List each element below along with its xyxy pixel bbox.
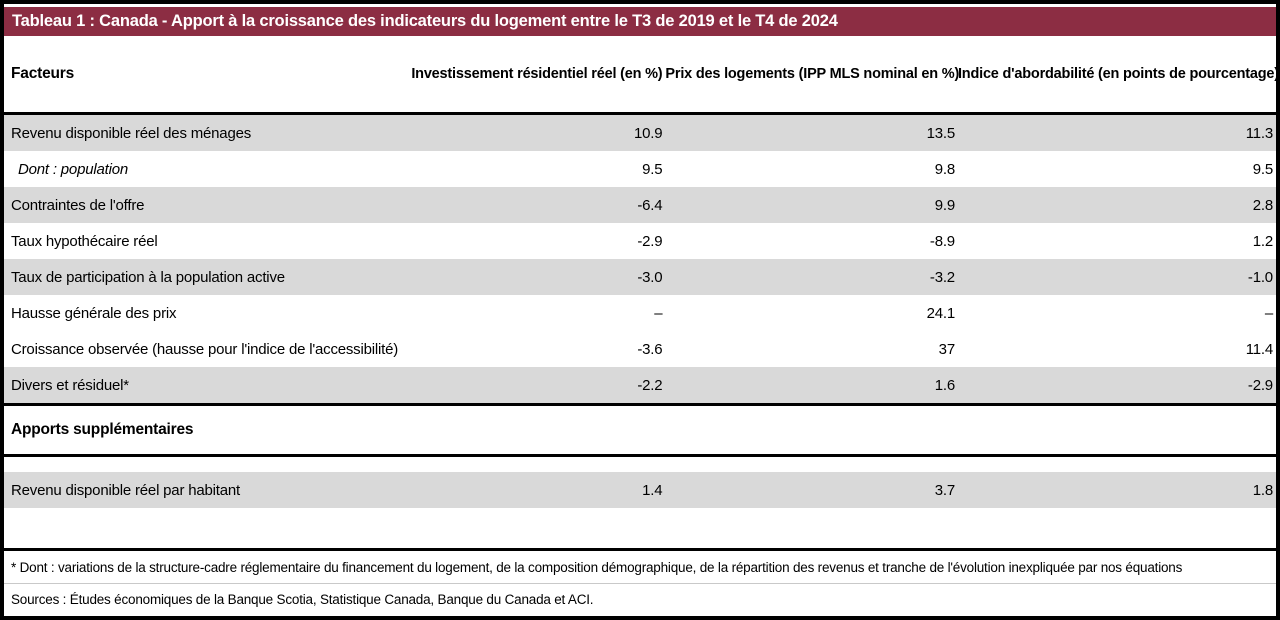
table-row: Revenu disponible réel par habitant 1.4 … — [4, 472, 1276, 508]
cell-value: -6.4 — [637, 196, 663, 214]
supplementary-table-body: Revenu disponible réel par habitant 1.4 … — [4, 472, 1276, 508]
cell-value: 37 — [938, 340, 955, 358]
cell-value: -3.2 — [929, 268, 955, 286]
table-row: Hausse générale des prix – 24.1 – — [4, 295, 1276, 331]
cell-value: 13.5 — [926, 124, 956, 142]
table-row: Dont : population 9.5 9.8 9.5 — [4, 151, 1276, 187]
column-header-facteurs: Facteurs — [11, 65, 75, 82]
cell-value: – — [654, 304, 663, 322]
cell-value: 9.5 — [1252, 160, 1273, 178]
cell-value: 1.2 — [1252, 232, 1273, 250]
table-row: Taux de participation à la population ac… — [4, 259, 1276, 295]
cell-value: -1.0 — [1247, 268, 1273, 286]
row-label: Croissance observée (hausse pour l'indic… — [11, 340, 399, 358]
table-row: Divers et résiduel* -2.2 1.6 -2.9 — [4, 367, 1276, 403]
table-title: Tableau 1 : Canada - Apport à la croissa… — [12, 12, 838, 30]
cell-value: 9.8 — [934, 160, 955, 178]
section-title: Apports supplémentaires — [11, 421, 194, 438]
row-label: Taux hypothécaire réel — [11, 232, 158, 250]
cell-value: -8.9 — [929, 232, 955, 250]
footnote: * Dont : variations de la structure-cadr… — [11, 560, 1183, 575]
cell-value: 24.1 — [926, 304, 956, 322]
section-header-apports-supplementaires: Apports supplémentaires — [4, 403, 1276, 457]
column-header-prix-des-logements: Prix des logements (IPP MLS nominal en %… — [665, 66, 960, 82]
table-row: Taux hypothécaire réel -2.9 -8.9 1.2 — [4, 223, 1276, 259]
cell-value: 1.8 — [1252, 481, 1273, 499]
cell-value: -2.2 — [637, 376, 663, 394]
cell-value: -3.6 — [637, 340, 663, 358]
cell-value: 1.6 — [934, 376, 955, 394]
cell-value: 9.5 — [642, 160, 663, 178]
footnotes-block: * Dont : variations de la structure-cadr… — [4, 548, 1276, 616]
cell-value: 9.9 — [934, 196, 955, 214]
cell-value: 11.3 — [1245, 124, 1273, 142]
row-label: Revenu disponible réel par habitant — [11, 481, 240, 499]
cell-value: -3.0 — [637, 268, 663, 286]
cell-value: 10.9 — [634, 124, 663, 142]
cell-value: -2.9 — [1247, 376, 1273, 394]
table-row: Revenu disponible réel des ménages 10.9 … — [4, 115, 1276, 151]
row-label: Hausse générale des prix — [11, 304, 177, 322]
row-label: Taux de participation à la population ac… — [11, 268, 285, 286]
cell-value: 3.7 — [934, 481, 955, 499]
column-header-indice-abordabilite: Indice d'abordabilité (en points de pour… — [957, 66, 1279, 82]
cell-value: -2.9 — [637, 232, 663, 250]
cell-value: 1.4 — [642, 481, 663, 499]
row-label: Revenu disponible réel des ménages — [11, 124, 252, 142]
table-row: Contraintes de l'offre -6.4 9.9 2.8 — [4, 187, 1276, 223]
table-title-bar: Tableau 1 : Canada - Apport à la croissa… — [4, 7, 1276, 36]
table-header-row: Facteurs Investissement résidentiel réel… — [4, 36, 1276, 115]
cell-value: 2.8 — [1252, 196, 1273, 214]
row-label: Contraintes de l'offre — [11, 196, 145, 214]
table-row: Croissance observée (hausse pour l'indic… — [4, 331, 1276, 367]
cell-value: 11.4 — [1245, 340, 1273, 358]
cell-value: – — [1264, 304, 1273, 322]
table-body: Revenu disponible réel des ménages 10.9 … — [4, 115, 1276, 403]
row-label: Divers et résiduel* — [11, 376, 129, 394]
row-label: Dont : population — [18, 160, 129, 178]
column-header-investissement-residentiel: Investissement résidentiel réel (en %) — [411, 66, 663, 82]
sources-line: Sources : Études économiques de la Banqu… — [4, 583, 1276, 616]
